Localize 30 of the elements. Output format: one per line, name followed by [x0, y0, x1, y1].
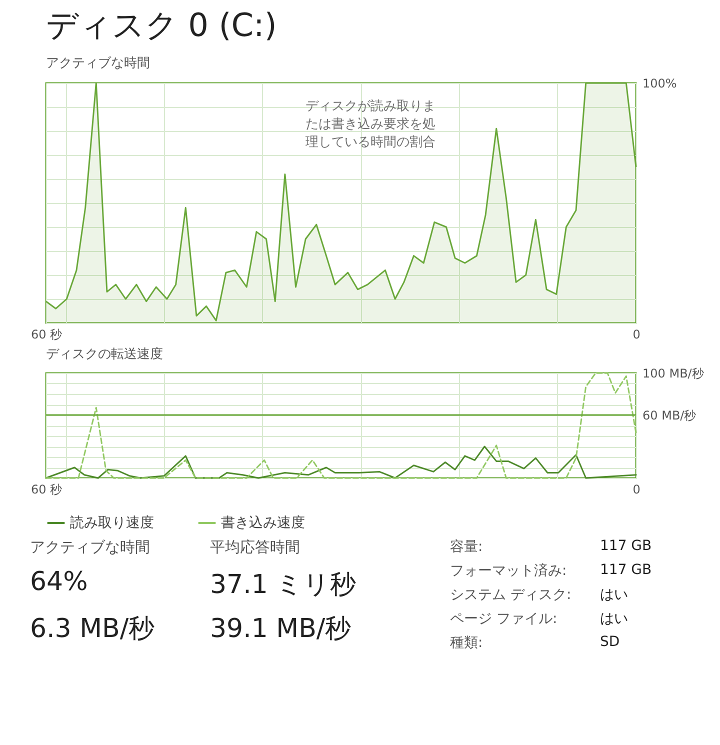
y-tick-label: 100 MB/秒	[642, 366, 704, 380]
text: 平均応答時間	[210, 538, 301, 558]
text: システム ディスク:	[450, 586, 572, 604]
chart-title: ディスク 0 (C:)	[46, 6, 277, 44]
x-tick-label: 60 秒	[30, 482, 62, 496]
legend-label: 書き込み速度	[221, 515, 305, 531]
text: はい	[600, 610, 629, 628]
text: フォーマット済み:	[450, 562, 568, 580]
annotation: ディスクが読み取りまたは書き込み要求を処理している時間の割合	[306, 98, 436, 150]
text: 39.1 MB/秒	[210, 613, 352, 646]
legend-label: 読み取り速度	[70, 515, 154, 531]
text: 37.1 ミリ秒	[210, 568, 358, 602]
y-tick-label: 100%	[642, 76, 677, 90]
text: 117 GB	[600, 538, 653, 556]
text: 117 GB	[600, 562, 653, 580]
text: 容量:	[450, 538, 484, 556]
text: 64%	[30, 566, 89, 599]
line-series	[45, 372, 637, 479]
text: 種類:	[450, 634, 484, 652]
text: ページ ファイル:	[450, 610, 558, 628]
y-tick-label: 60 MB/秒	[642, 408, 696, 422]
x-tick-label: 0	[632, 328, 640, 342]
chart-title: ディスクの転送速度	[46, 346, 163, 362]
x-tick-label: 0	[632, 482, 640, 496]
text: はい	[600, 586, 629, 604]
x-tick-label: 60 秒	[30, 328, 62, 342]
text: SD	[600, 634, 621, 652]
chart-subtitle: アクティブな時間	[46, 56, 150, 71]
text: アクティブな時間	[30, 538, 151, 558]
text: 6.3 MB/秒	[30, 613, 156, 646]
